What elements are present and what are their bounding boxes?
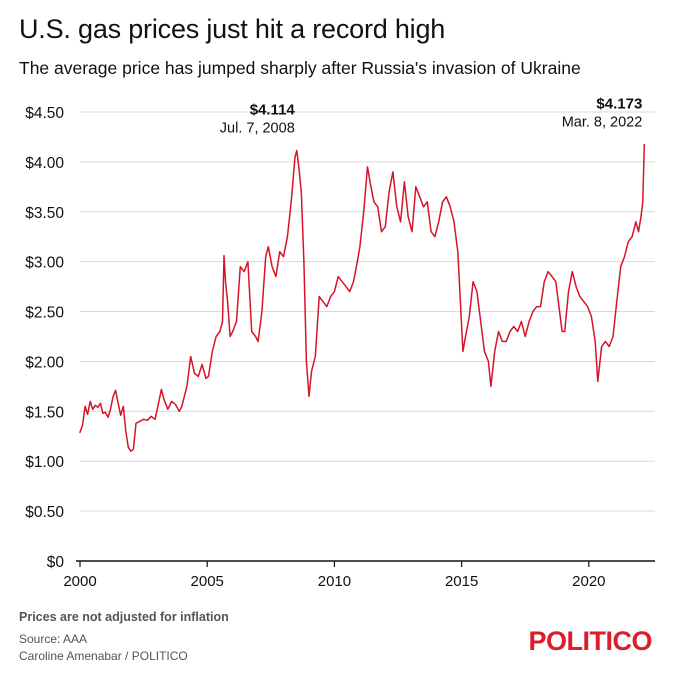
y-tick-label: $2.00 bbox=[25, 354, 64, 371]
chart-title: U.S. gas prices just hit a record high bbox=[19, 14, 446, 44]
x-tick-label: 2010 bbox=[318, 573, 351, 590]
x-tick-label: 2005 bbox=[191, 573, 224, 590]
y-tick-label: $1.50 bbox=[25, 404, 64, 421]
y-tick-label: $3.50 bbox=[25, 205, 64, 222]
author-credit: Caroline Amenabar / POLITICO bbox=[19, 649, 188, 663]
y-tick-label: $4.00 bbox=[25, 155, 64, 172]
grid-lines bbox=[80, 111, 655, 562]
y-tick-label: $4.50 bbox=[25, 105, 64, 122]
x-tick-label: 2020 bbox=[572, 573, 605, 590]
source-credit: Source: AAA bbox=[19, 632, 88, 646]
y-tick-label: $0 bbox=[47, 554, 65, 571]
y-tick-label: $1.00 bbox=[25, 454, 64, 471]
annotation-date: Jul. 7, 2008 bbox=[220, 121, 295, 137]
annotations: $4.114 Jul. 7, 2008 $4.173 Mar. 8, 2022 bbox=[220, 96, 643, 137]
x-tick-label: 2000 bbox=[63, 573, 96, 590]
x-tick-label: 2015 bbox=[445, 573, 478, 590]
inflation-note: Prices are not adjusted for inflation bbox=[19, 610, 229, 624]
politico-logo: POLITICO bbox=[528, 626, 653, 656]
chart-subtitle: The average price has jumped sharply aft… bbox=[19, 58, 581, 78]
series-line bbox=[79, 143, 646, 452]
y-tick-label: $2.50 bbox=[25, 305, 64, 322]
axes: $0 $0.50 $1.00 $1.50 $2.00 $2.50 $3.00 $3.50 $4.… bbox=[25, 105, 655, 590]
y-tick-label: $3.00 bbox=[25, 255, 64, 272]
annotation-value: $4.114 bbox=[250, 102, 296, 119]
annotation-date: Mar. 8, 2022 bbox=[562, 115, 643, 131]
series-layer bbox=[79, 143, 646, 452]
y-tick-label: $0.50 bbox=[25, 504, 64, 521]
annotation-value: $4.173 bbox=[596, 96, 642, 113]
